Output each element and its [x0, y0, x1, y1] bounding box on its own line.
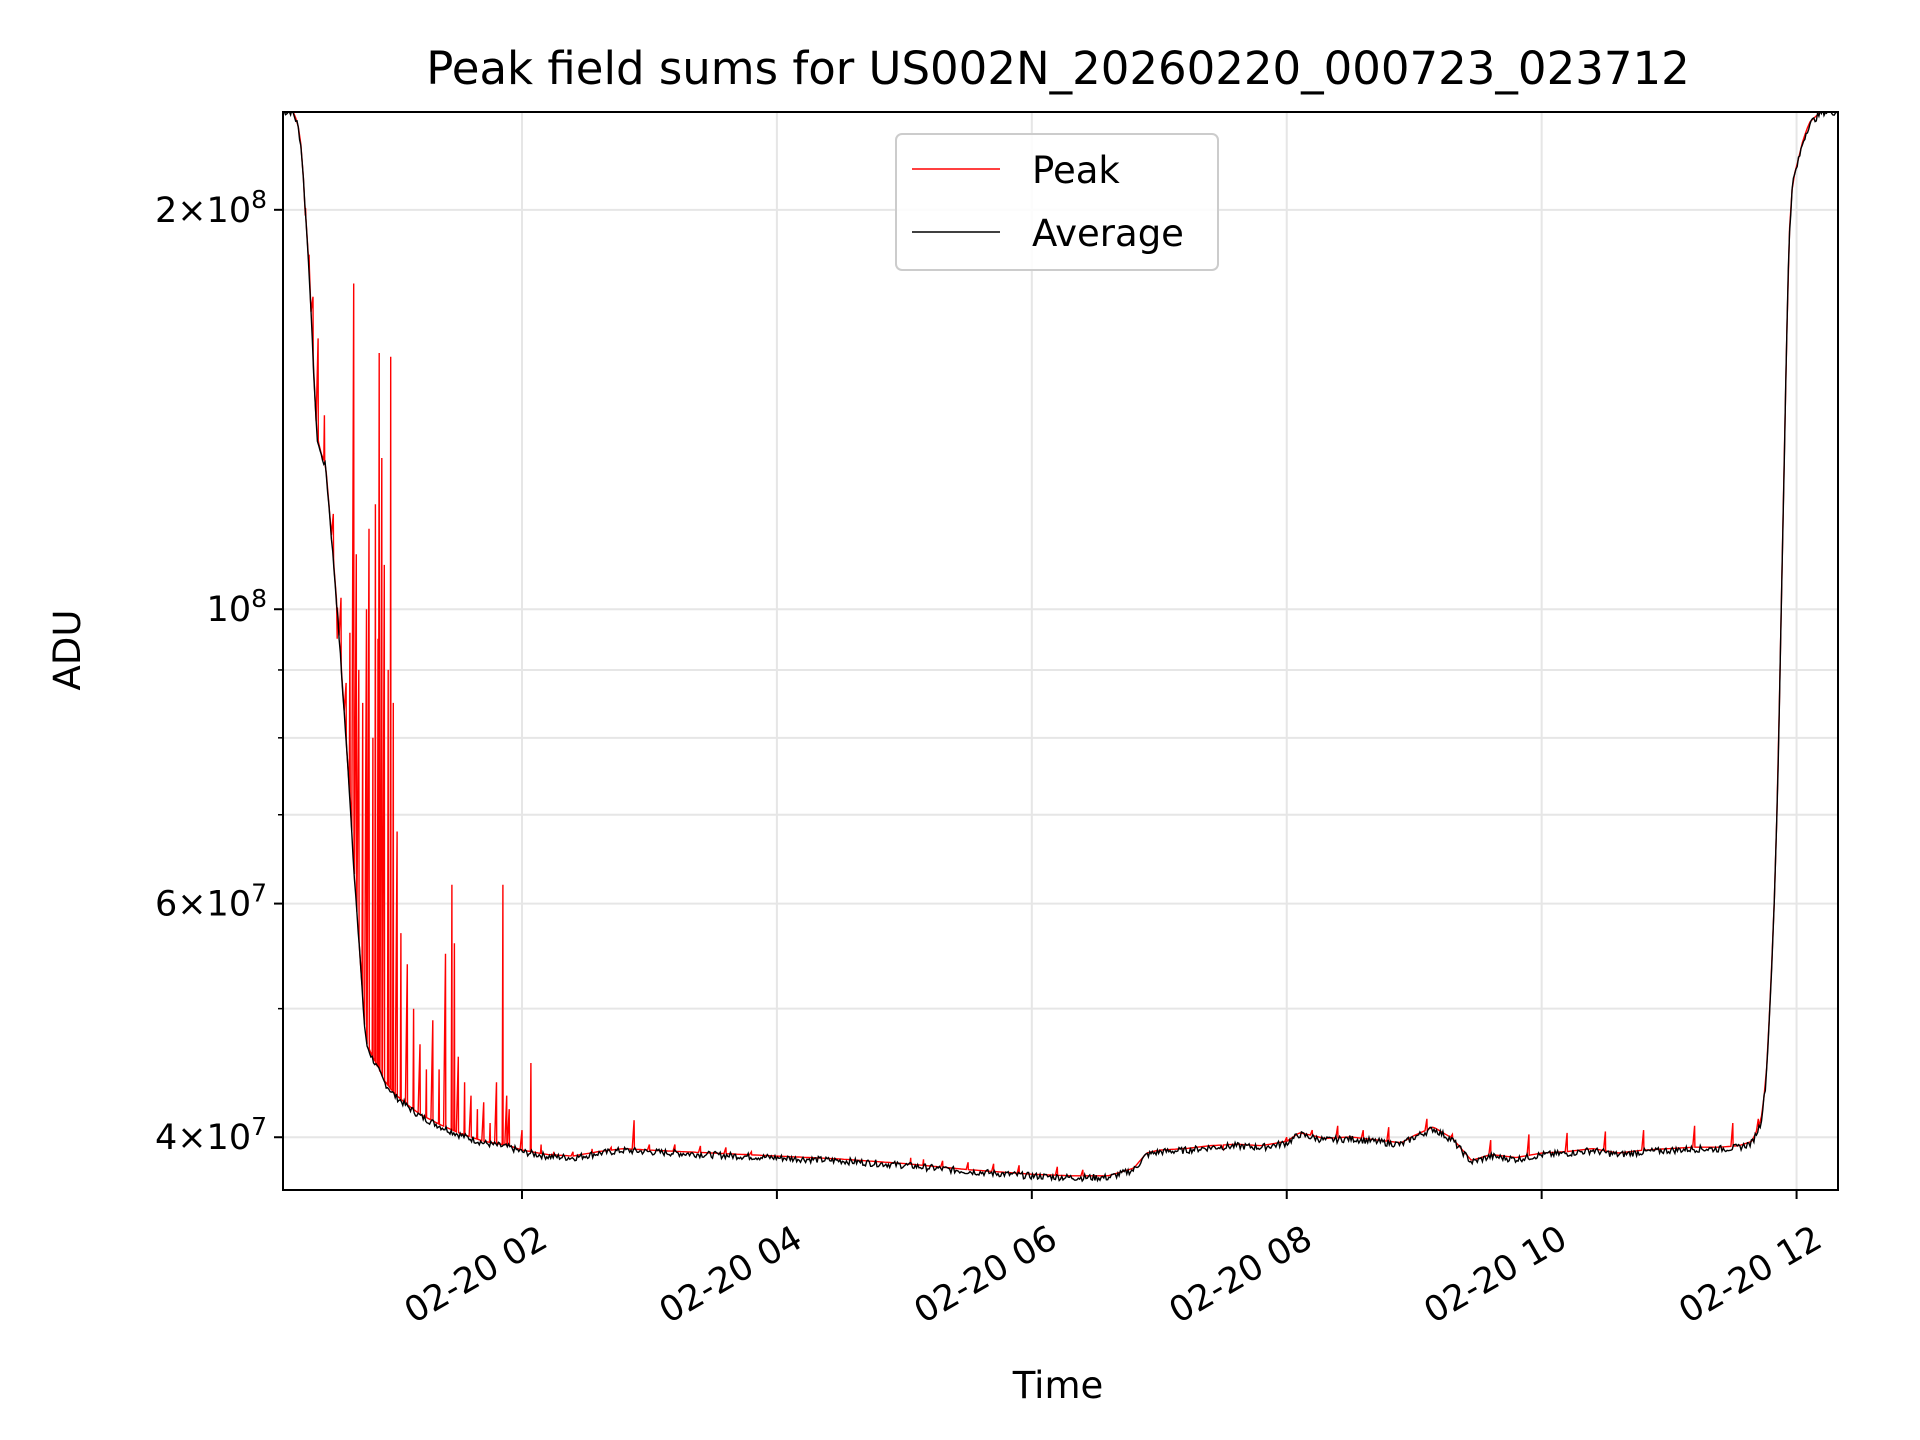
x-axis-label: Time	[1012, 1364, 1104, 1407]
chart-title: Peak field sums for US002N_20260220_0007…	[426, 42, 1689, 95]
legend-label-peak: Peak	[1032, 149, 1120, 192]
y-tick-label: 6×107	[155, 879, 267, 925]
series-line-average	[283, 112, 1838, 1183]
y-tick-label: 4×107	[155, 1112, 267, 1158]
plot-frame	[282, 111, 1839, 1191]
y-tick-label: 108	[207, 584, 267, 630]
y-tick-label: 2×108	[155, 185, 267, 231]
legend: Peak Average	[895, 133, 1219, 271]
legend-box	[895, 133, 1219, 271]
legend-label-average: Average	[1032, 212, 1184, 255]
y-axis-label: ADU	[46, 610, 89, 691]
series-line-peak	[292, 112, 1822, 1177]
